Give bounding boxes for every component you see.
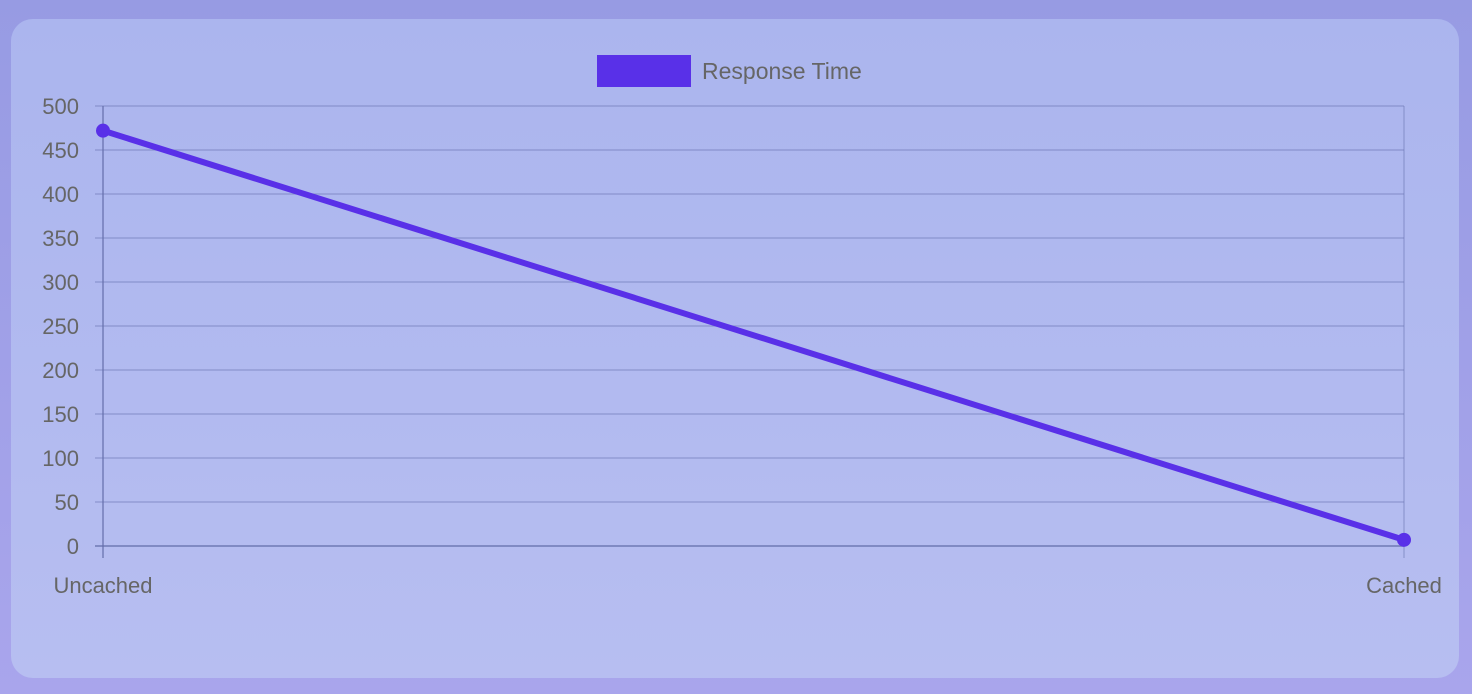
data-point[interactable] [1397,533,1411,547]
chart-series [96,124,1411,547]
legend-label[interactable]: Response Time [702,58,862,84]
x-tick-label: Uncached [53,573,152,598]
legend-swatch[interactable] [597,55,691,87]
x-tick-label: Cached [1366,573,1442,598]
y-tick-label: 500 [42,94,79,119]
y-tick-label: 400 [42,182,79,207]
data-point[interactable] [96,124,110,138]
y-tick-label: 100 [42,446,79,471]
y-tick-label: 350 [42,226,79,251]
y-tick-label: 300 [42,270,79,295]
y-tick-label: 0 [67,534,79,559]
y-tick-label: 150 [42,402,79,427]
chart-legend[interactable]: Response Time [597,55,862,87]
series-line[interactable] [103,131,1404,540]
y-tick-label: 50 [55,490,79,515]
y-axis-ticks: 0 50 100 150 200 250 300 350 400 450 500 [42,94,79,559]
x-axis-ticks: Uncached Cached [53,573,1441,598]
y-tick-label: 250 [42,314,79,339]
y-tick-label: 450 [42,138,79,163]
y-tick-label: 200 [42,358,79,383]
